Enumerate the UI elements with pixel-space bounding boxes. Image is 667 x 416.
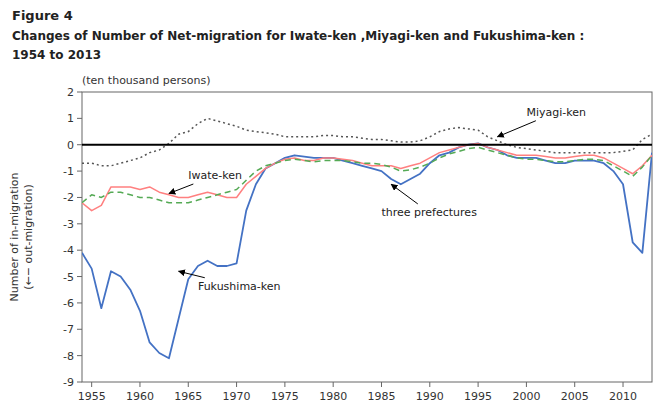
x-tick bbox=[236, 382, 237, 387]
x-tick bbox=[91, 382, 92, 387]
x-tick-label: 1985 bbox=[367, 390, 395, 403]
y-units-label: (ten thousand persons) bbox=[82, 74, 210, 87]
x-tick-label: 1990 bbox=[416, 390, 444, 403]
y-tick-label: 2 bbox=[67, 86, 74, 99]
x-tick-label: 1970 bbox=[223, 390, 251, 403]
y-tick-label: 0 bbox=[67, 139, 74, 152]
chart: Figure 4 Changes of Number of Net-migrati… bbox=[0, 0, 667, 416]
annotation: Iwate-ken bbox=[188, 169, 242, 182]
annotation-arrow bbox=[179, 271, 205, 277]
y-tick bbox=[77, 118, 82, 119]
y-tick-label: -2 bbox=[63, 191, 74, 204]
y-tick bbox=[77, 355, 82, 356]
y-tick-label: -3 bbox=[63, 218, 74, 231]
x-tick bbox=[574, 382, 575, 387]
x-tick-label: 1955 bbox=[78, 390, 106, 403]
annotation-arrow bbox=[169, 184, 193, 194]
y-axis-label: (←− out-migration) bbox=[22, 184, 35, 290]
y-tick bbox=[77, 171, 82, 172]
y-tick bbox=[77, 197, 82, 198]
y-tick-label: -5 bbox=[63, 271, 74, 284]
subtitle: Changes of Number of Net-migration for I… bbox=[12, 29, 584, 43]
y-tick bbox=[77, 276, 82, 277]
series-line bbox=[82, 118, 652, 165]
y-axis-label: Number of in-migration bbox=[8, 173, 21, 302]
x-tick bbox=[429, 382, 430, 387]
y-tick-label: -9 bbox=[63, 376, 74, 389]
y-tick-label: -4 bbox=[63, 244, 74, 257]
y-tick bbox=[77, 223, 82, 224]
annotation-arrow bbox=[497, 121, 535, 137]
annotation: three prefectures bbox=[381, 206, 477, 219]
x-tick-label: 1980 bbox=[319, 390, 347, 403]
plot-area bbox=[82, 118, 652, 358]
zero-line bbox=[82, 144, 652, 146]
x-tick bbox=[139, 382, 140, 387]
x-tick bbox=[381, 382, 382, 387]
y-tick bbox=[77, 144, 82, 145]
x-tick-label: 1975 bbox=[271, 390, 299, 403]
x-tick bbox=[284, 382, 285, 387]
x-tick-label: 2005 bbox=[561, 390, 589, 403]
y-tick bbox=[77, 92, 82, 93]
plot-frame bbox=[82, 92, 652, 382]
annotation: Miyagi-ken bbox=[526, 106, 586, 119]
x-tick bbox=[333, 382, 334, 387]
series-line bbox=[82, 143, 652, 210]
x-tick bbox=[526, 382, 527, 387]
x-tick-label: 2000 bbox=[512, 390, 540, 403]
x-tick-label: 1965 bbox=[174, 390, 202, 403]
y-tick-label: -7 bbox=[63, 323, 74, 336]
y-tick-label: -8 bbox=[63, 350, 74, 363]
annotation-arrow bbox=[391, 184, 418, 204]
series-line bbox=[82, 143, 652, 358]
x-tick bbox=[478, 382, 479, 387]
y-tick bbox=[77, 250, 82, 251]
y-tick bbox=[77, 302, 82, 303]
title: Figure 4 bbox=[12, 8, 73, 23]
annotation: Fukushima-ken bbox=[198, 280, 281, 293]
x-tick-label: 2010 bbox=[609, 390, 637, 403]
series-line bbox=[82, 147, 652, 202]
y-tick-label: -1 bbox=[63, 165, 74, 178]
y-tick bbox=[77, 329, 82, 330]
subtitle: 1954 to 2013 bbox=[12, 48, 101, 62]
y-tick bbox=[77, 382, 82, 383]
x-tick bbox=[623, 382, 624, 387]
x-tick-label: 1960 bbox=[126, 390, 154, 403]
x-tick bbox=[188, 382, 189, 387]
y-tick-label: 1 bbox=[67, 112, 74, 125]
y-tick-label: -6 bbox=[63, 297, 74, 310]
x-tick-label: 1995 bbox=[464, 390, 492, 403]
